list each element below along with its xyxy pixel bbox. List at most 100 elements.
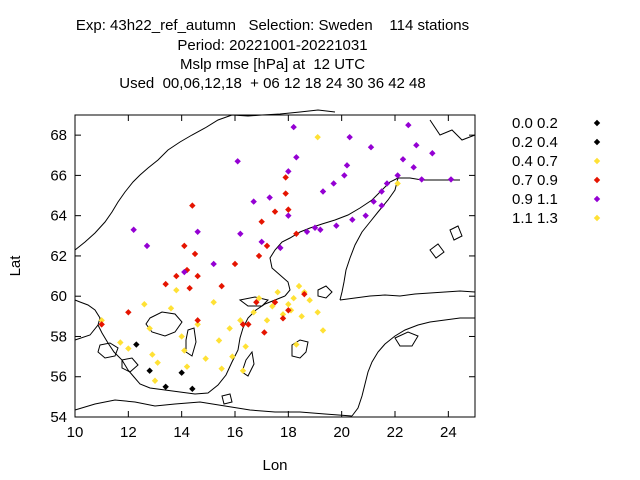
station-point	[149, 351, 156, 358]
station-point	[447, 176, 455, 183]
coastline-germany-poland	[74, 399, 353, 417]
station-point	[226, 325, 233, 332]
plot-frame	[74, 114, 476, 418]
y-tick-label: 54	[50, 409, 67, 426]
station-point	[250, 198, 257, 205]
y-tick-label: 56	[50, 369, 67, 386]
coastline-finland-west	[339, 177, 399, 301]
station-point	[125, 345, 132, 352]
station-point	[394, 180, 401, 187]
station-point	[383, 180, 391, 187]
station-point	[125, 309, 132, 316]
legend-label: 0.9 1.1	[512, 191, 558, 208]
station-point	[413, 142, 420, 149]
station-point	[405, 121, 412, 129]
coastline-gotland	[291, 339, 309, 359]
chart-title-line-2: Period: 20221001-20221031	[177, 37, 368, 54]
station-point	[258, 238, 265, 246]
station-point	[274, 288, 281, 296]
coastline-jutland	[74, 299, 101, 341]
station-point	[143, 242, 151, 250]
station-point	[290, 295, 297, 302]
chart-title-line-1: Exp: 43h22_ref_autumn Selection: Sweden …	[75, 17, 470, 34]
station-point	[183, 363, 191, 370]
station-point	[181, 347, 188, 354]
station-point	[191, 250, 199, 258]
x-tick-label: 14	[173, 424, 190, 441]
station-point	[218, 282, 225, 290]
station-point	[237, 317, 244, 324]
legend-marker	[593, 195, 601, 203]
station-point	[285, 307, 292, 314]
axis-ticks: 10 12 14 16 18 20 22 24 54 56 58 60 62 64 66 68	[50, 115, 475, 441]
station-point	[317, 226, 324, 233]
lakes-finland	[429, 225, 463, 259]
x-tick-label: 12	[120, 424, 137, 441]
station-point	[98, 317, 105, 324]
y-tick-label: 66	[50, 167, 67, 184]
station-point	[146, 325, 153, 332]
station-point	[263, 242, 271, 250]
station-point	[186, 284, 193, 292]
station-point	[271, 208, 279, 215]
station-point	[362, 212, 369, 219]
legend-marker	[593, 214, 601, 222]
legend-label: 0.0 0.2	[512, 115, 558, 132]
station-point	[194, 272, 201, 280]
chart-title-line-3: Mslp rmse [hPa] at 12 UTC	[179, 56, 366, 73]
station-point	[301, 290, 308, 298]
station-point	[117, 339, 124, 346]
x-tick-label: 22	[387, 424, 404, 441]
station-point	[237, 230, 244, 237]
station-point	[133, 341, 140, 348]
station-point	[98, 321, 105, 328]
station-point	[346, 133, 353, 141]
station-point	[293, 154, 300, 161]
coastline-sweden-south	[97, 295, 286, 395]
station-point	[277, 244, 284, 252]
station-point	[399, 156, 407, 163]
station-point	[314, 133, 321, 141]
legend-marker	[593, 138, 601, 146]
coastline-white-sea	[429, 119, 476, 141]
station-point	[418, 176, 425, 183]
station-point	[303, 228, 311, 235]
x-tick-label: 24	[440, 424, 457, 441]
station-point	[269, 303, 276, 310]
lake-malaren	[238, 296, 269, 307]
station-point	[285, 168, 292, 175]
station-point	[282, 190, 289, 197]
station-point	[194, 317, 201, 324]
station-point	[298, 313, 305, 320]
x-tick-label: 16	[227, 424, 244, 441]
station-point	[162, 383, 169, 390]
x-tick-label: 18	[280, 424, 297, 441]
coastline-saaremaa	[394, 331, 419, 347]
station-point	[173, 286, 180, 294]
y-tick-label: 62	[50, 248, 67, 265]
station-point	[282, 174, 289, 181]
legend-marker	[593, 119, 601, 127]
legend-marker	[593, 176, 601, 184]
lake-vanern	[145, 311, 183, 337]
station-point	[253, 299, 260, 306]
station-point	[293, 341, 300, 348]
station-point	[239, 367, 247, 374]
legend-label: 0.2 0.4	[512, 134, 558, 151]
x-axis-label: Lon	[262, 457, 287, 474]
station-point	[210, 299, 217, 306]
station-point	[293, 230, 300, 237]
station-point	[279, 315, 287, 322]
station-point	[258, 218, 265, 225]
station-point	[151, 377, 159, 384]
station-point	[245, 321, 252, 328]
station-point	[349, 216, 356, 223]
chart-title-line-4: Used 00,06,12,18 + 06 12 18 24 30 36 42 …	[119, 75, 426, 92]
station-point	[341, 172, 348, 179]
station-point	[130, 226, 137, 233]
station-point	[242, 343, 249, 350]
lake-vattern	[185, 327, 197, 357]
station-point	[178, 369, 185, 376]
y-tick-label: 58	[50, 328, 67, 345]
